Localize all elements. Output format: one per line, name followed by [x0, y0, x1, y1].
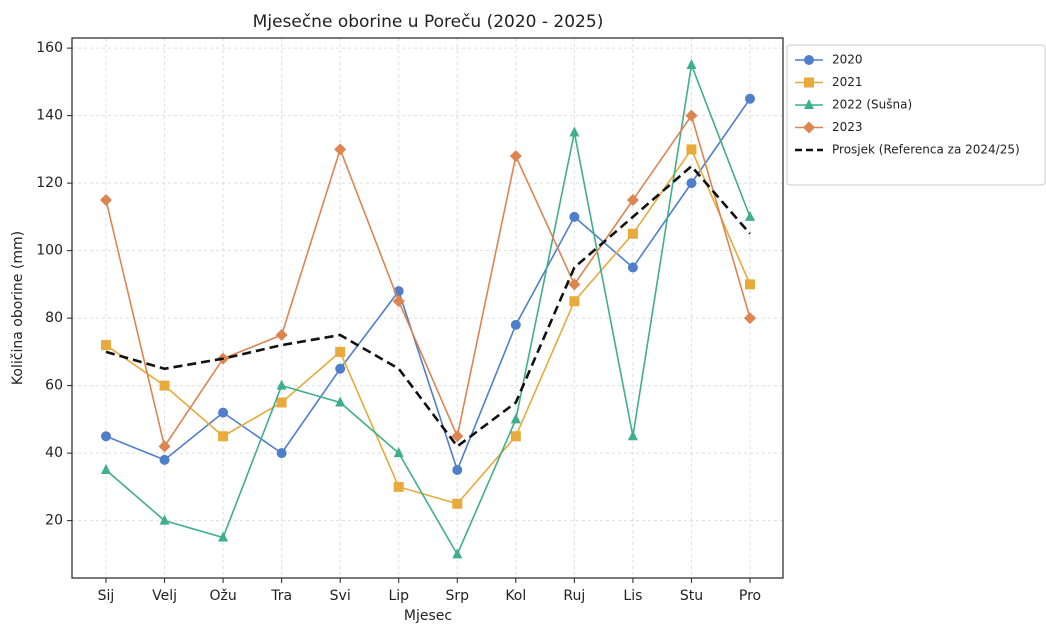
series-line — [105, 98, 751, 473]
series-line — [105, 113, 751, 449]
x-tick-label: Kol — [505, 588, 526, 604]
data-point — [101, 340, 111, 351]
data-point — [452, 465, 463, 475]
data-point — [685, 109, 698, 122]
x-tick-label: Stu — [680, 588, 703, 604]
legend-label: Prosjek (Referenca za 2024/25) — [832, 143, 1020, 157]
legend-marker — [804, 55, 814, 65]
data-point — [569, 211, 580, 222]
series-line — [105, 164, 751, 449]
data-point — [158, 440, 171, 453]
data-point — [335, 346, 346, 357]
data-point — [393, 447, 404, 458]
x-tick-label: Svi — [330, 588, 351, 604]
x-tick-label: Ruj — [563, 588, 585, 604]
y-tick-label: 160 — [36, 40, 63, 56]
data-point — [218, 407, 229, 418]
data-point — [218, 531, 229, 542]
x-tick-label: Lip — [388, 588, 409, 604]
x-tick-label: Velj — [152, 588, 177, 604]
x-tick-label: Ožu — [209, 588, 236, 604]
x-tick-label: Srp — [446, 588, 470, 604]
data-point — [159, 380, 170, 391]
y-tick-label: 100 — [36, 243, 63, 259]
data-point — [627, 430, 638, 441]
data-point — [627, 262, 638, 273]
y-tick-label: 20 — [45, 513, 63, 529]
data-point — [744, 312, 756, 325]
legend-label: 2022 (Sušna) — [832, 98, 912, 112]
data-point — [452, 548, 463, 559]
data-point — [745, 279, 755, 290]
legend-label: 2023 — [832, 120, 863, 134]
data-point — [276, 397, 287, 408]
x-tick-label: Lis — [623, 588, 642, 604]
y-axis-label: Količina oborine (mm) — [10, 231, 26, 385]
data-point — [509, 150, 522, 163]
legend-marker — [804, 99, 814, 109]
data-point — [159, 454, 170, 465]
series-line — [105, 147, 751, 505]
data-point — [568, 278, 581, 291]
y-tick-label: 40 — [45, 445, 63, 461]
data-point — [392, 295, 405, 308]
legend-label: 2021 — [832, 75, 863, 89]
legend-label: 2020 — [832, 53, 863, 67]
legend-marker — [803, 121, 815, 134]
data-point — [686, 178, 697, 189]
data-point — [335, 396, 346, 407]
data-point — [159, 514, 170, 525]
data-point — [451, 430, 464, 443]
data-point — [101, 431, 111, 442]
legend-box — [786, 44, 1046, 186]
data-point — [334, 143, 347, 156]
data-point — [569, 126, 580, 137]
data-point — [335, 363, 346, 374]
y-tick-label: 140 — [36, 108, 63, 124]
data-point — [686, 144, 697, 155]
x-tick-label: Pro — [739, 588, 761, 604]
y-tick-label: 80 — [45, 310, 63, 326]
data-point — [745, 210, 755, 221]
data-point — [745, 93, 755, 104]
data-point — [452, 498, 463, 509]
data-point — [393, 481, 404, 492]
data-point — [101, 464, 111, 474]
data-point — [218, 431, 229, 442]
data-point — [100, 194, 112, 206]
data-point — [626, 194, 639, 206]
data-point — [510, 431, 521, 442]
data-point — [569, 296, 580, 307]
data-point — [276, 379, 287, 390]
data-point — [686, 59, 697, 69]
y-tick-label: 120 — [36, 175, 63, 191]
x-tick-label: Sij — [98, 588, 115, 604]
data-point — [510, 413, 521, 424]
data-point — [276, 448, 287, 459]
data-point — [627, 228, 638, 239]
x-axis-label: Mjesec — [404, 608, 452, 624]
y-tick-label: 60 — [45, 378, 63, 394]
legend-marker — [804, 77, 814, 88]
chart-title: Mjesečne oborine u Poreču (2020 - 2025) — [253, 12, 604, 32]
data-point — [275, 329, 288, 341]
x-tick-label: Tra — [270, 588, 292, 604]
data-point — [510, 319, 521, 330]
plot-frame — [71, 37, 784, 579]
series-line — [105, 61, 751, 557]
